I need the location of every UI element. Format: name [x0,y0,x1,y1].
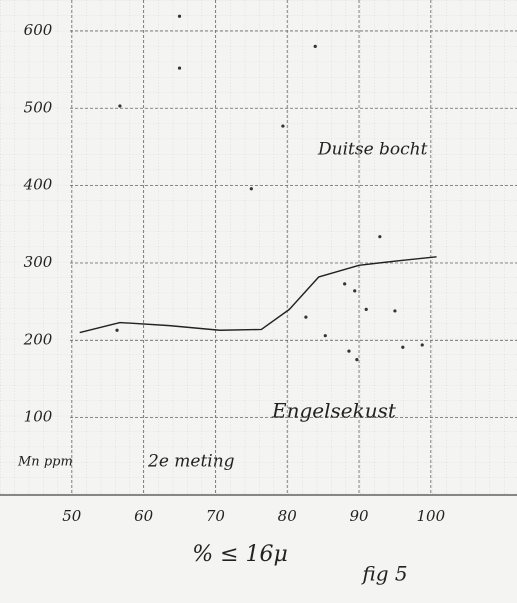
data-point [378,235,382,239]
x-tick-label: 100 [417,507,446,525]
x-axis-label: % ≤ 16μ [192,542,288,567]
annotation: 2e meting [147,452,235,472]
graph-paper [0,0,517,495]
data-point [281,124,285,128]
y-tick-label: 600 [24,21,53,39]
data-point [364,307,368,311]
data-point [355,358,359,362]
y-tick-label: 500 [24,98,53,116]
annotation: Duitse bocht [317,140,428,160]
data-point [343,282,347,286]
x-tick-label: 80 [278,507,298,525]
x-tick-label: 50 [62,507,82,525]
x-tick-label: 60 [134,507,154,525]
annotation: Engelsekust [271,399,397,423]
data-point [249,187,253,191]
data-point [420,343,424,347]
y-tick-label: 400 [23,176,53,194]
data-point [313,44,317,49]
data-point [115,328,119,332]
data-point [118,104,122,108]
data-point [304,315,308,319]
trend-curve [79,256,437,334]
data-point [323,334,327,338]
x-tick-label: 70 [206,507,226,525]
y-tick-label: 300 [24,253,53,271]
data-point [177,66,182,70]
caption: fig 5 [360,562,407,586]
data-point [353,289,357,293]
data-point [177,14,182,18]
data-point [393,309,397,313]
data-point [347,349,351,353]
y-axis-label: Mn ppm [17,455,73,470]
y-tick-label: 200 [23,330,53,348]
data-point [401,345,405,349]
y-tick-label: 100 [24,408,53,426]
x-tick-label: 90 [349,507,369,525]
